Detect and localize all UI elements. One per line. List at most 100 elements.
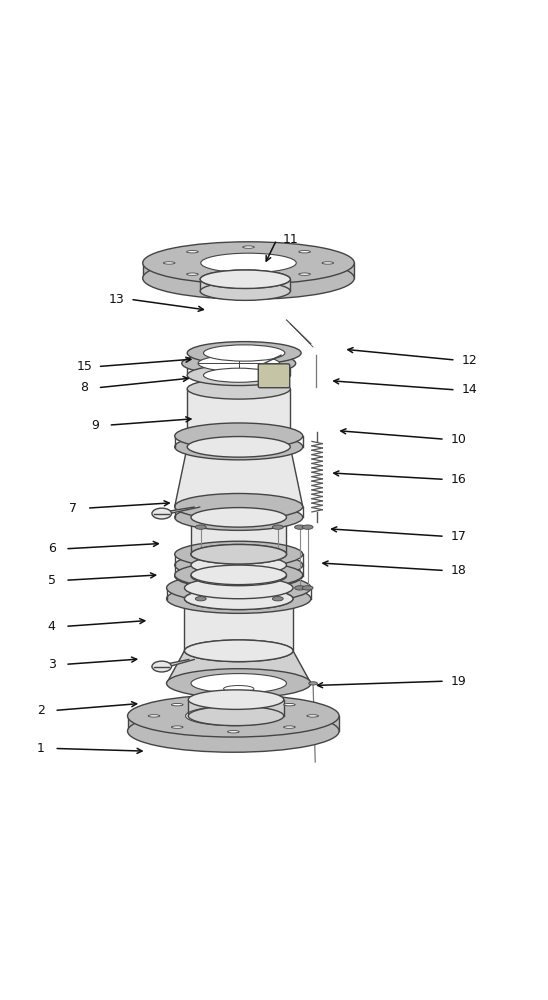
Ellipse shape [175,541,302,567]
Ellipse shape [182,352,296,375]
Ellipse shape [128,695,339,737]
Text: 3: 3 [48,658,55,671]
Text: 5: 5 [48,574,55,587]
Ellipse shape [185,577,293,599]
Ellipse shape [172,726,183,728]
Ellipse shape [187,354,290,375]
Ellipse shape [142,257,354,299]
Text: 12: 12 [461,354,477,367]
Ellipse shape [185,640,293,662]
Ellipse shape [227,731,239,733]
Ellipse shape [175,493,302,520]
Text: 13: 13 [109,293,124,306]
Polygon shape [175,447,302,507]
Ellipse shape [191,555,287,575]
Ellipse shape [175,562,302,588]
Text: 2: 2 [37,704,45,717]
Ellipse shape [187,365,290,386]
Ellipse shape [185,588,293,610]
Ellipse shape [195,597,206,601]
Ellipse shape [189,706,284,726]
Ellipse shape [272,597,283,601]
Ellipse shape [172,704,183,706]
Ellipse shape [175,563,302,589]
Ellipse shape [198,355,279,371]
Ellipse shape [185,640,293,662]
Polygon shape [189,700,284,716]
Text: 16: 16 [450,473,466,486]
Ellipse shape [307,715,318,717]
Ellipse shape [227,699,239,701]
Ellipse shape [185,588,293,610]
Polygon shape [187,389,290,447]
Ellipse shape [284,704,295,706]
Polygon shape [154,659,194,667]
Text: 10: 10 [450,433,466,446]
Ellipse shape [189,690,284,709]
Ellipse shape [243,278,254,280]
Ellipse shape [216,684,261,693]
Text: 1: 1 [37,742,45,755]
Ellipse shape [322,262,334,264]
Ellipse shape [302,586,313,590]
Ellipse shape [203,368,274,382]
Ellipse shape [187,378,290,399]
Text: 17: 17 [450,530,466,543]
Ellipse shape [167,669,311,698]
Text: 14: 14 [461,383,477,396]
Polygon shape [191,517,287,554]
Ellipse shape [191,565,287,585]
Ellipse shape [187,437,290,457]
Ellipse shape [243,246,254,248]
Ellipse shape [224,686,254,692]
Ellipse shape [148,715,160,717]
Ellipse shape [191,566,287,586]
Ellipse shape [299,251,310,253]
Ellipse shape [299,273,310,275]
Ellipse shape [186,251,198,253]
Ellipse shape [205,692,272,705]
Ellipse shape [128,710,339,752]
Ellipse shape [175,434,302,460]
Ellipse shape [302,525,313,529]
Ellipse shape [186,706,281,726]
Ellipse shape [309,682,317,685]
Ellipse shape [295,586,305,590]
Text: 7: 7 [69,502,77,515]
Ellipse shape [284,726,295,728]
Polygon shape [167,651,311,683]
Polygon shape [142,263,354,278]
Ellipse shape [200,282,290,300]
Ellipse shape [142,242,354,284]
Ellipse shape [186,273,198,275]
Polygon shape [185,599,293,651]
FancyBboxPatch shape [258,364,290,388]
Ellipse shape [167,573,311,603]
Text: 6: 6 [48,542,55,555]
Polygon shape [154,507,199,514]
Ellipse shape [187,437,290,457]
Ellipse shape [191,508,287,527]
Polygon shape [200,279,290,291]
Ellipse shape [187,342,301,364]
Ellipse shape [200,270,290,288]
Text: 9: 9 [91,419,99,432]
Ellipse shape [191,544,287,564]
Ellipse shape [191,508,287,527]
Ellipse shape [195,525,206,529]
Text: 18: 18 [450,564,466,577]
Text: 8: 8 [80,381,88,394]
Ellipse shape [200,270,290,288]
Ellipse shape [295,525,305,529]
Ellipse shape [201,253,296,273]
Ellipse shape [152,661,172,672]
Ellipse shape [203,345,285,361]
Text: 19: 19 [450,675,466,688]
Ellipse shape [163,262,175,264]
Ellipse shape [191,674,287,693]
Ellipse shape [167,584,311,613]
Text: 15: 15 [76,360,92,373]
Text: 11: 11 [282,233,298,246]
Text: 4: 4 [48,620,55,633]
Polygon shape [128,716,339,731]
